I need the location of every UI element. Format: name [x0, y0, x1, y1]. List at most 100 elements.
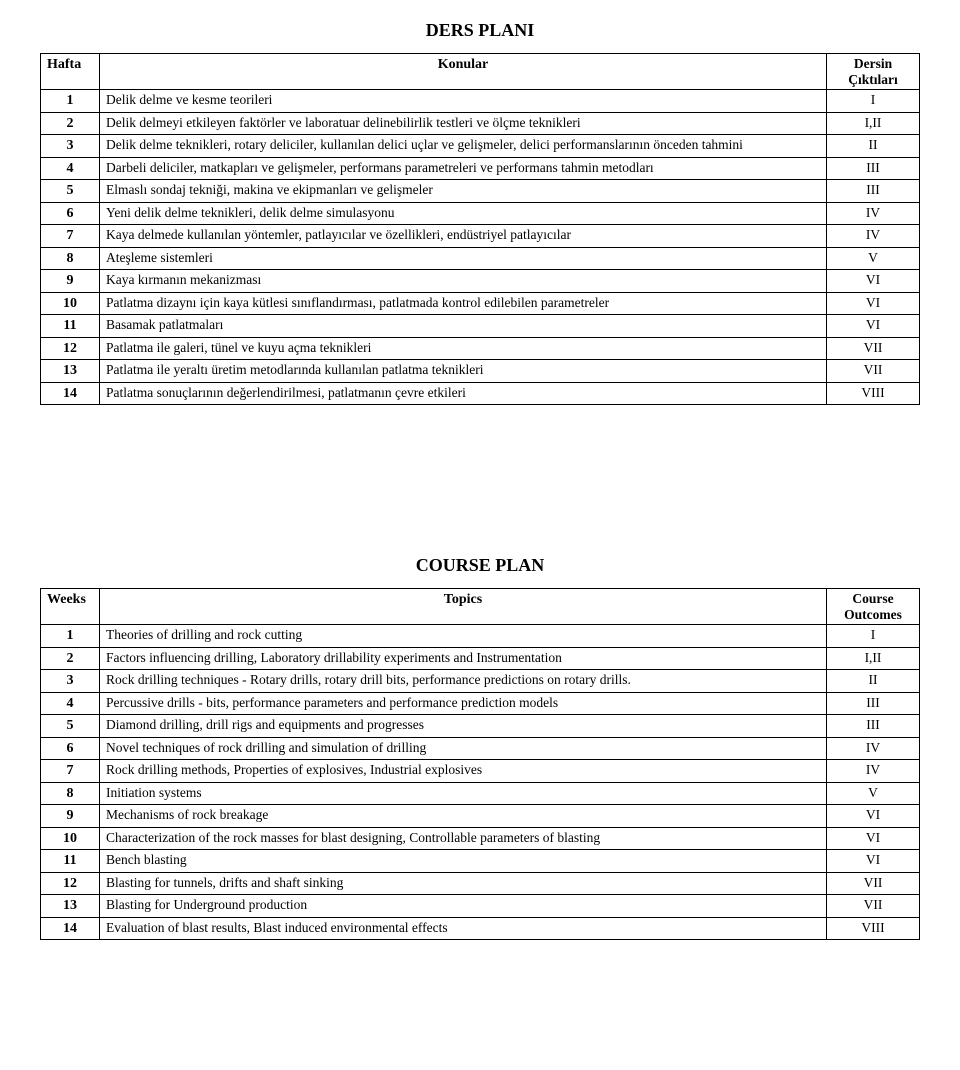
row-topic: Blasting for tunnels, drifts and shaft s…: [100, 872, 827, 895]
row-topic: Theories of drilling and rock cutting: [100, 625, 827, 648]
table-row: 3Delik delme teknikleri, rotary delicile…: [41, 135, 920, 158]
row-topic: Kaya kırmanın mekanizması: [100, 270, 827, 293]
row-outcome: IV: [827, 225, 920, 248]
table-row: 10Patlatma dizaynı için kaya kütlesi sın…: [41, 292, 920, 315]
row-number: 5: [41, 180, 100, 203]
header-outcome-line1: Course: [852, 591, 893, 606]
row-number: 13: [41, 895, 100, 918]
row-topic: Initiation systems: [100, 782, 827, 805]
table-row: 7Kaya delmede kullanılan yöntemler, patl…: [41, 225, 920, 248]
table-row: 12Patlatma ile galeri, tünel ve kuyu açm…: [41, 337, 920, 360]
row-outcome: I,II: [827, 647, 920, 670]
row-outcome: I: [827, 90, 920, 113]
row-topic: Elmaslı sondaj tekniği, makina ve ekipma…: [100, 180, 827, 203]
row-number: 14: [41, 382, 100, 405]
row-number: 10: [41, 292, 100, 315]
header-outcome-line1: Dersin: [854, 56, 892, 71]
row-topic: Novel techniques of rock drilling and si…: [100, 737, 827, 760]
row-topic: Evaluation of blast results, Blast induc…: [100, 917, 827, 940]
table-row: 4Darbeli deliciler, matkapları ve gelişm…: [41, 157, 920, 180]
row-topic: Patlatma dizaynı için kaya kütlesi sınıf…: [100, 292, 827, 315]
page: DERS PLANI Hafta Konular Dersin Çıktılar…: [0, 0, 960, 980]
table-row: 10Characterization of the rock masses fo…: [41, 827, 920, 850]
row-topic: Mechanisms of rock breakage: [100, 805, 827, 828]
row-outcome: VI: [827, 805, 920, 828]
ders-plani-table: Hafta Konular Dersin Çıktıları 1Delik de…: [40, 53, 920, 405]
row-outcome: V: [827, 782, 920, 805]
row-topic: Percussive drills - bits, performance pa…: [100, 692, 827, 715]
ders-plani-header-row: Hafta Konular Dersin Çıktıları: [41, 54, 920, 90]
row-outcome: III: [827, 157, 920, 180]
row-outcome: VI: [827, 315, 920, 338]
table-row: 13Patlatma ile yeraltı üretim metodların…: [41, 360, 920, 383]
header-outcome-line2: Outcomes: [844, 607, 902, 622]
row-outcome: V: [827, 247, 920, 270]
row-topic: Rock drilling methods, Properties of exp…: [100, 760, 827, 783]
row-topic: Bench blasting: [100, 850, 827, 873]
course-plan-header-row: Weeks Topics Course Outcomes: [41, 589, 920, 625]
table-row: 7Rock drilling methods, Properties of ex…: [41, 760, 920, 783]
table-row: 6Novel techniques of rock drilling and s…: [41, 737, 920, 760]
header-topic: Topics: [100, 589, 827, 625]
row-number: 2: [41, 112, 100, 135]
row-topic: Yeni delik delme teknikleri, delik delme…: [100, 202, 827, 225]
header-week: Hafta: [41, 54, 100, 90]
row-outcome: VII: [827, 337, 920, 360]
row-number: 13: [41, 360, 100, 383]
row-topic: Characterization of the rock masses for …: [100, 827, 827, 850]
row-number: 3: [41, 670, 100, 693]
section-spacer: [40, 405, 920, 555]
row-number: 10: [41, 827, 100, 850]
row-number: 14: [41, 917, 100, 940]
ders-plani-body: 1Delik delme ve kesme teorileriI2Delik d…: [41, 90, 920, 405]
header-topic: Konular: [100, 54, 827, 90]
row-outcome: II: [827, 135, 920, 158]
table-row: 5Elmaslı sondaj tekniği, makina ve ekipm…: [41, 180, 920, 203]
row-outcome: VIII: [827, 382, 920, 405]
header-outcome-line2: Çıktıları: [848, 72, 898, 87]
header-outcome: Dersin Çıktıları: [827, 54, 920, 90]
row-topic: Rock drilling techniques - Rotary drills…: [100, 670, 827, 693]
row-topic: Patlatma ile yeraltı üretim metodlarında…: [100, 360, 827, 383]
row-topic: Darbeli deliciler, matkapları ve gelişme…: [100, 157, 827, 180]
row-number: 6: [41, 202, 100, 225]
table-row: 6Yeni delik delme teknikleri, delik delm…: [41, 202, 920, 225]
row-topic: Patlatma sonuçlarının değerlendirilmesi,…: [100, 382, 827, 405]
table-row: 3Rock drilling techniques - Rotary drill…: [41, 670, 920, 693]
row-topic: Diamond drilling, drill rigs and equipme…: [100, 715, 827, 738]
table-row: 11Bench blastingVI: [41, 850, 920, 873]
table-row: 2Delik delmeyi etkileyen faktörler ve la…: [41, 112, 920, 135]
row-number: 7: [41, 760, 100, 783]
row-outcome: VI: [827, 270, 920, 293]
row-topic: Basamak patlatmaları: [100, 315, 827, 338]
table-row: 1Delik delme ve kesme teorileriI: [41, 90, 920, 113]
row-outcome: VI: [827, 850, 920, 873]
row-outcome: I: [827, 625, 920, 648]
row-outcome: III: [827, 692, 920, 715]
row-number: 7: [41, 225, 100, 248]
row-outcome: IV: [827, 737, 920, 760]
row-outcome: VI: [827, 292, 920, 315]
table-row: 4Percussive drills - bits, performance p…: [41, 692, 920, 715]
table-row: 5Diamond drilling, drill rigs and equipm…: [41, 715, 920, 738]
course-plan-table: Weeks Topics Course Outcomes 1Theories o…: [40, 588, 920, 940]
row-number: 9: [41, 805, 100, 828]
table-row: 1Theories of drilling and rock cuttingI: [41, 625, 920, 648]
ders-plani-title: DERS PLANI: [40, 20, 920, 41]
table-row: 8Ateşleme sistemleriV: [41, 247, 920, 270]
row-topic: Ateşleme sistemleri: [100, 247, 827, 270]
row-number: 1: [41, 90, 100, 113]
table-row: 14Evaluation of blast results, Blast ind…: [41, 917, 920, 940]
row-number: 3: [41, 135, 100, 158]
row-number: 9: [41, 270, 100, 293]
table-row: 14Patlatma sonuçlarının değerlendirilmes…: [41, 382, 920, 405]
row-outcome: IV: [827, 760, 920, 783]
course-plan-title: COURSE PLAN: [40, 555, 920, 576]
row-number: 12: [41, 872, 100, 895]
row-number: 11: [41, 850, 100, 873]
row-topic: Factors influencing drilling, Laboratory…: [100, 647, 827, 670]
row-topic: Kaya delmede kullanılan yöntemler, patla…: [100, 225, 827, 248]
row-outcome: VIII: [827, 917, 920, 940]
row-number: 4: [41, 692, 100, 715]
row-outcome: VII: [827, 360, 920, 383]
